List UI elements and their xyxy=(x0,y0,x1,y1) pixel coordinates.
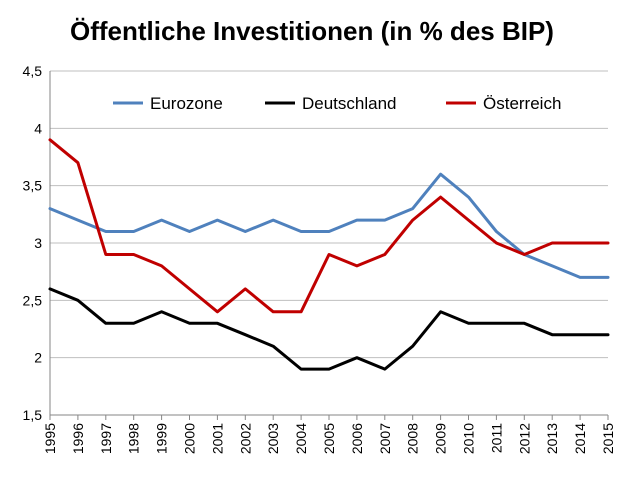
legend-label: Eurozone xyxy=(150,94,223,113)
y-tick-label: 3,5 xyxy=(23,178,43,194)
x-tick-label: 1997 xyxy=(98,423,114,454)
x-tick-label: 2001 xyxy=(209,423,225,454)
series-line-eurozone xyxy=(48,172,610,279)
legend: Eurozone Deutschland Österreich xyxy=(113,94,561,113)
x-tick-label: 2012 xyxy=(516,423,532,454)
y-tick-label: 4 xyxy=(34,120,42,136)
x-tick-label: 2007 xyxy=(377,423,393,454)
gridlines xyxy=(50,70,608,359)
x-tick-label: 2015 xyxy=(600,423,616,454)
x-tick-label: 1999 xyxy=(154,423,170,454)
x-tick-label: 2004 xyxy=(293,423,309,454)
x-tick-label: 2000 xyxy=(182,423,198,454)
series-lines xyxy=(48,138,610,371)
y-tick-label: 1,5 xyxy=(23,407,43,423)
x-tick-label: 2006 xyxy=(349,423,365,454)
x-tick-label: 1996 xyxy=(70,423,86,454)
legend-label: Deutschland xyxy=(302,94,397,113)
x-tick-label: 2011 xyxy=(488,423,504,453)
x-tick-label: 2010 xyxy=(461,423,477,454)
y-tick-label: 2,5 xyxy=(23,292,43,308)
series-line-österreich xyxy=(48,138,610,314)
x-tick-label: 2013 xyxy=(544,423,560,454)
series-line-deutschland xyxy=(48,287,610,371)
x-tick-label: 2009 xyxy=(433,423,449,454)
x-tick-label: 1995 xyxy=(42,423,58,454)
chart-title: Öffentliche Investitionen (in % des BIP) xyxy=(70,16,554,46)
x-tick-label: 2008 xyxy=(405,423,421,454)
y-tick-label: 4,5 xyxy=(23,63,43,79)
x-tick-label: 2002 xyxy=(237,423,253,454)
legend-label: Österreich xyxy=(483,94,561,113)
x-tick-label: 2005 xyxy=(321,423,337,454)
x-tick-label: 2003 xyxy=(265,423,281,454)
y-tick-label: 2 xyxy=(34,350,42,366)
x-tick-label: 2014 xyxy=(572,423,588,454)
x-tick-label: 1998 xyxy=(126,423,142,454)
y-tick-label: 3 xyxy=(34,235,42,251)
axes: 1,5 2 2,5 3 3,5 4 4,5 1995 1996 1997 1998 1999 2000 2… xyxy=(23,63,616,454)
